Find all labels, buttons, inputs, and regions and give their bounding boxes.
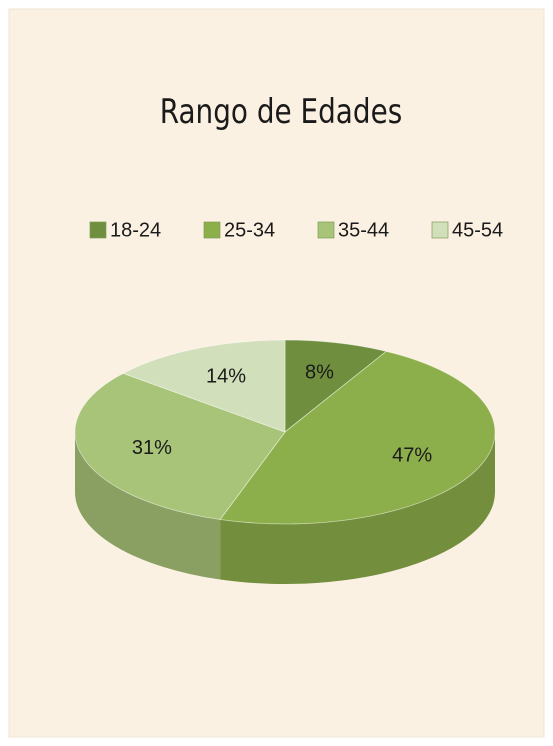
chart-title: Rango de Edades bbox=[160, 92, 403, 131]
legend-swatch bbox=[203, 221, 221, 239]
legend-label: 18-24 bbox=[110, 219, 161, 241]
legend-swatch bbox=[431, 221, 449, 239]
legend-swatch bbox=[317, 221, 335, 239]
legend-label: 35-44 bbox=[338, 219, 389, 241]
pie-side-shade bbox=[75, 432, 221, 580]
pie-slice bbox=[219, 350, 496, 525]
pie-side-shade bbox=[220, 432, 495, 584]
legend-swatch bbox=[89, 221, 107, 239]
pie-side bbox=[75, 432, 221, 580]
pie-slice bbox=[284, 339, 388, 433]
data-label: 14% bbox=[206, 365, 246, 387]
pie-slice bbox=[74, 372, 286, 520]
legend-label: 25-34 bbox=[224, 219, 275, 241]
pie-side bbox=[220, 432, 495, 584]
data-label: 8% bbox=[305, 361, 334, 383]
legend-label: 45-54 bbox=[452, 219, 503, 241]
pie-slice bbox=[122, 339, 286, 433]
data-label: 31% bbox=[132, 437, 172, 459]
data-label: 47% bbox=[392, 444, 432, 466]
